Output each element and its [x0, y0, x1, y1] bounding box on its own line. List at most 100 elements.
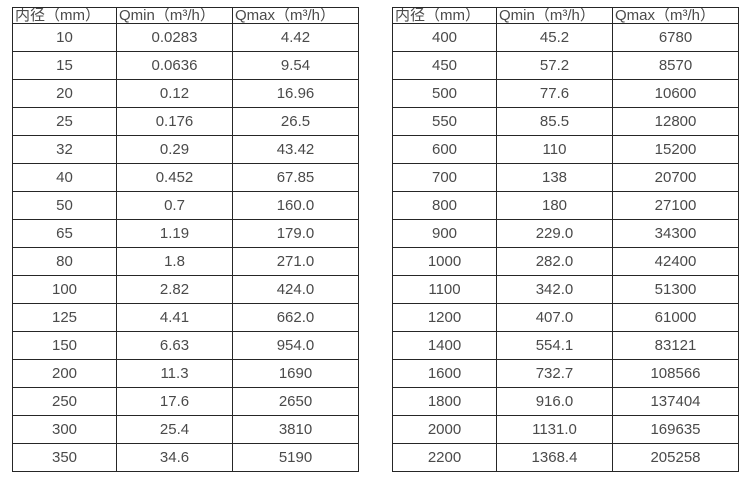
table-cell: 1200 — [392, 303, 497, 332]
table-cell: 150 — [12, 331, 117, 360]
table-row: 25 0.176 26.5 — [12, 107, 359, 136]
table-cell: 83121 — [612, 331, 739, 360]
table-cell: 3810 — [232, 415, 359, 444]
table-cell: 110 — [496, 135, 613, 164]
column-header: Qmin（m³/h） — [116, 7, 233, 24]
table-cell: 179.0 — [232, 219, 359, 248]
table-cell: 450 — [392, 51, 497, 80]
table-cell: 1100 — [392, 275, 497, 304]
table-cell: 1000 — [392, 247, 497, 276]
table-row: 150 6.63 954.0 — [12, 331, 359, 360]
table-cell: 50 — [12, 191, 117, 220]
table-cell: 85.5 — [496, 107, 613, 136]
table-cell: 282.0 — [496, 247, 613, 276]
column-header: Qmax（m³/h） — [612, 7, 739, 24]
table-cell: 6.63 — [116, 331, 233, 360]
table-cell: 200 — [12, 359, 117, 388]
table-cell: 137404 — [612, 387, 739, 416]
table-cell: 77.6 — [496, 79, 613, 108]
table-row: 2000 1131.0 169635 — [392, 415, 739, 444]
table-cell: 6780 — [612, 23, 739, 52]
table-row: 1200 407.0 61000 — [392, 303, 739, 332]
table-row: 1800 916.0 137404 — [392, 387, 739, 416]
table-cell: 2650 — [232, 387, 359, 416]
column-header: Qmin（m³/h） — [496, 7, 613, 24]
table-cell: 1800 — [392, 387, 497, 416]
table-row: 900 229.0 34300 — [392, 219, 739, 248]
table-cell: 17.6 — [116, 387, 233, 416]
table-row: 40 0.452 67.85 — [12, 163, 359, 192]
table-cell: 0.0636 — [116, 51, 233, 80]
table-cell: 9.54 — [232, 51, 359, 80]
table-cell: 1131.0 — [496, 415, 613, 444]
table-row: 500 77.6 10600 — [392, 79, 739, 108]
table-cell: 0.452 — [116, 163, 233, 192]
table-cell: 0.0283 — [116, 23, 233, 52]
table-cell: 205258 — [612, 443, 739, 472]
table-cell: 25 — [12, 107, 117, 136]
table-cell: 125 — [12, 303, 117, 332]
table-cell: 25.4 — [116, 415, 233, 444]
table-cell: 1368.4 — [496, 443, 613, 472]
table-cell: 0.176 — [116, 107, 233, 136]
column-header: 内径（mm） — [392, 7, 497, 24]
table-cell: 1.19 — [116, 219, 233, 248]
table-cell: 27100 — [612, 191, 739, 220]
table-row: 600 110 15200 — [392, 135, 739, 164]
flow-spec-table-small-diameters: 内径（mm） Qmin（m³/h） Qmax（m³/h） 10 0.0283 4.42 15… — [12, 7, 359, 472]
table-cell: 500 — [392, 79, 497, 108]
table-row: 400 45.2 6780 — [392, 23, 739, 52]
table-cell: 916.0 — [496, 387, 613, 416]
table-cell: 10600 — [612, 79, 739, 108]
table-cell: 15 — [12, 51, 117, 80]
table-cell: 700 — [392, 163, 497, 192]
table-cell: 61000 — [612, 303, 739, 332]
table-cell: 550 — [392, 107, 497, 136]
table-cell: 600 — [392, 135, 497, 164]
header-row: 内径（mm） Qmin（m³/h） Qmax（m³/h） — [12, 7, 359, 24]
table-row: 80 1.8 271.0 — [12, 247, 359, 276]
table-row: 350 34.6 5190 — [12, 443, 359, 472]
table-cell: 108566 — [612, 359, 739, 388]
table-row: 20 0.12 16.96 — [12, 79, 359, 108]
table-row: 700 138 20700 — [392, 163, 739, 192]
table-cell: 15200 — [612, 135, 739, 164]
table-cell: 180 — [496, 191, 613, 220]
table-row: 200 11.3 1690 — [12, 359, 359, 388]
table-cell: 407.0 — [496, 303, 613, 332]
table-cell: 32 — [12, 135, 117, 164]
table-row: 550 85.5 12800 — [392, 107, 739, 136]
table-row: 2200 1368.4 205258 — [392, 443, 739, 472]
table-cell: 229.0 — [496, 219, 613, 248]
table-cell: 2.82 — [116, 275, 233, 304]
table-cell: 900 — [392, 219, 497, 248]
table-row: 125 4.41 662.0 — [12, 303, 359, 332]
table-cell: 400 — [392, 23, 497, 52]
table-cell: 4.42 — [232, 23, 359, 52]
table-cell: 2200 — [392, 443, 497, 472]
table-row: 100 2.82 424.0 — [12, 275, 359, 304]
table-cell: 424.0 — [232, 275, 359, 304]
table-cell: 11.3 — [116, 359, 233, 388]
table-cell: 34.6 — [116, 443, 233, 472]
table-cell: 1.8 — [116, 247, 233, 276]
table-cell: 732.7 — [496, 359, 613, 388]
table-row: 800 180 27100 — [392, 191, 739, 220]
table-cell: 0.7 — [116, 191, 233, 220]
column-header: Qmax（m³/h） — [232, 7, 359, 24]
table-cell: 0.12 — [116, 79, 233, 108]
table-row: 15 0.0636 9.54 — [12, 51, 359, 80]
table-cell: 662.0 — [232, 303, 359, 332]
table-cell: 20700 — [612, 163, 739, 192]
column-header: 内径（mm） — [12, 7, 117, 24]
table-row: 1100 342.0 51300 — [392, 275, 739, 304]
table-cell: 16.96 — [232, 79, 359, 108]
table-row: 65 1.19 179.0 — [12, 219, 359, 248]
table-row: 300 25.4 3810 — [12, 415, 359, 444]
table-cell: 0.29 — [116, 135, 233, 164]
table-cell: 12800 — [612, 107, 739, 136]
table-row: 1600 732.7 108566 — [392, 359, 739, 388]
table-row: 10 0.0283 4.42 — [12, 23, 359, 52]
table-cell: 800 — [392, 191, 497, 220]
table-cell: 1400 — [392, 331, 497, 360]
